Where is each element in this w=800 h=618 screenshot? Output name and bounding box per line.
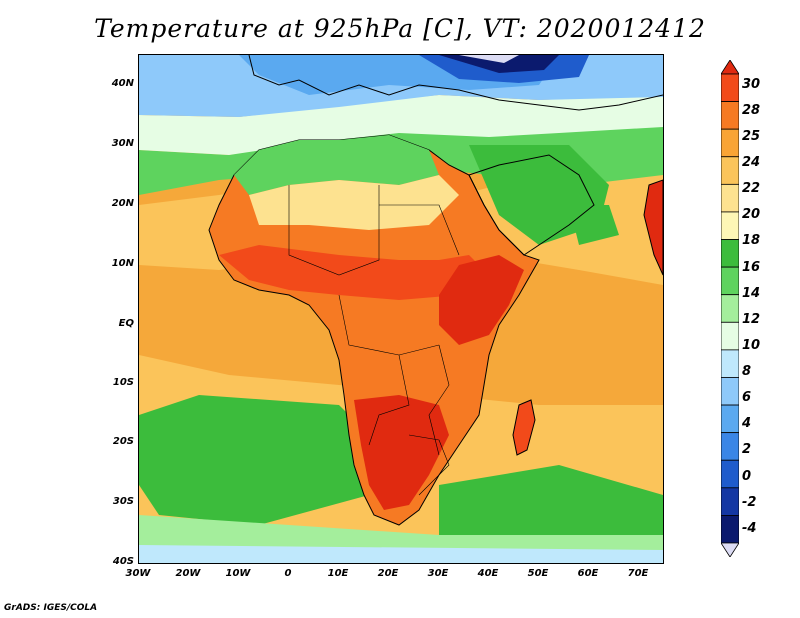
lon-label-40e: 40E bbox=[477, 568, 499, 579]
colorbar-label-16: 16 bbox=[742, 260, 761, 275]
colorbar-label-neg2: -2 bbox=[742, 495, 757, 510]
colorbar-segment bbox=[721, 73, 739, 102]
country-borders bbox=[288, 185, 460, 496]
lon-label-20e: 20E bbox=[377, 568, 399, 579]
colorbar-label-8: 8 bbox=[742, 364, 752, 379]
colorbar-segment bbox=[721, 321, 739, 351]
colorbar-segment bbox=[721, 377, 739, 406]
lat-label-10n: 10N bbox=[111, 258, 134, 269]
sahara-cool-interior bbox=[234, 135, 439, 195]
colorbar-segment bbox=[721, 459, 739, 489]
colorbar-label-neg4: -4 bbox=[742, 521, 757, 536]
india-hot-coast bbox=[643, 179, 663, 276]
lon-label-10e: 10E bbox=[327, 568, 349, 579]
colorbar-label-24: 24 bbox=[742, 155, 761, 170]
colorbar-label-12: 12 bbox=[742, 312, 761, 327]
lat-label-30n: 30N bbox=[111, 138, 134, 149]
madagascar-island bbox=[512, 399, 536, 456]
lat-label-10s: 10S bbox=[112, 377, 134, 388]
colorbar-segment bbox=[721, 156, 739, 185]
colorbar-label-2: 2 bbox=[742, 442, 752, 457]
south-polar-cold-band bbox=[139, 545, 663, 563]
colorbar-label-6: 6 bbox=[742, 390, 752, 405]
colorbar-segment bbox=[721, 101, 739, 130]
colorbar-segment bbox=[721, 183, 739, 213]
map-plot bbox=[139, 55, 663, 563]
lon-label-20w: 20W bbox=[175, 568, 201, 579]
temperature-map bbox=[138, 54, 664, 564]
lat-label-20s: 20S bbox=[112, 436, 134, 447]
lon-label-70e: 70E bbox=[627, 568, 649, 579]
colorbar-segment bbox=[721, 128, 739, 158]
colorbar-label-4: 4 bbox=[742, 416, 752, 431]
colorbar-label-18: 18 bbox=[742, 233, 761, 248]
sahel-hot-belt bbox=[219, 245, 484, 300]
colorbar-segment bbox=[721, 542, 739, 557]
lat-label-30s: 30S bbox=[112, 496, 134, 507]
colorbar-label-14: 14 bbox=[742, 286, 761, 301]
lon-label-30w: 30W bbox=[125, 568, 151, 579]
colorbar-segment bbox=[721, 487, 739, 516]
south-atlantic-cool-band bbox=[139, 395, 369, 525]
colorbar-segment bbox=[721, 404, 739, 434]
colorbar bbox=[721, 60, 739, 557]
arabian-peninsula-outline bbox=[468, 154, 595, 256]
lat-label-eq: EQ bbox=[118, 318, 134, 329]
colorbar-segment bbox=[721, 432, 739, 461]
colorbar-label-22: 22 bbox=[742, 181, 761, 196]
colorbar-label-25: 25 bbox=[742, 129, 761, 144]
colorbar-label-20: 20 bbox=[742, 207, 761, 222]
lat-label-20n: 20N bbox=[111, 198, 134, 209]
colorbar-segment bbox=[721, 349, 739, 378]
colorbar-label-28: 28 bbox=[742, 103, 761, 118]
caucasus-cold-cap bbox=[459, 55, 519, 63]
north-mild-band bbox=[139, 95, 663, 155]
colorbar-label-10: 10 bbox=[742, 338, 761, 353]
lat-label-40s: 40S bbox=[112, 556, 134, 567]
colorbar-segment bbox=[721, 211, 739, 240]
grads-credit: GrADS: IGES/COLA bbox=[4, 603, 98, 613]
europe-coastline bbox=[248, 55, 663, 111]
lon-label-10w: 10W bbox=[225, 568, 251, 579]
colorbar-segment bbox=[721, 294, 739, 323]
colorbar-label-30: 30 bbox=[742, 77, 761, 92]
lon-label-30e: 30E bbox=[427, 568, 449, 579]
south-indian-cool-band bbox=[439, 465, 663, 535]
east-africa-hot-core bbox=[439, 255, 524, 345]
lon-label-0: 0 bbox=[284, 568, 292, 579]
colorbar-label-0: 0 bbox=[742, 469, 752, 484]
lat-label-40n: 40N bbox=[111, 78, 134, 89]
africa-landmass bbox=[208, 134, 540, 526]
southern-africa-hot-core bbox=[354, 395, 449, 510]
colorbar-segment bbox=[721, 266, 739, 296]
colorbar-segment bbox=[721, 239, 739, 268]
anatolia-freezing-core bbox=[439, 55, 559, 73]
lon-label-50e: 50E bbox=[527, 568, 549, 579]
sahara-mild-interior bbox=[249, 175, 459, 230]
lon-label-60e: 60E bbox=[577, 568, 599, 579]
colorbar-segment bbox=[721, 515, 739, 544]
colorbar-segment bbox=[721, 60, 739, 75]
map-title: Temperature at 925hPa [C], VT: 202001241… bbox=[94, 14, 706, 43]
